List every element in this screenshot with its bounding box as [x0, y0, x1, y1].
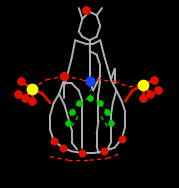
Point: [77, 102, 80, 105]
Point: [31, 100, 34, 103]
Point: [84, 8, 87, 11]
Point: [106, 110, 109, 113]
Point: [156, 89, 159, 92]
Point: [142, 83, 145, 86]
Point: [61, 146, 64, 149]
Point: [102, 150, 105, 153]
Point: [67, 121, 69, 124]
Point: [88, 96, 91, 99]
Point: [88, 80, 91, 83]
Point: [110, 121, 112, 124]
Point: [16, 92, 19, 96]
Point: [120, 137, 123, 140]
Point: [153, 78, 155, 81]
Point: [52, 139, 55, 142]
Point: [24, 96, 26, 99]
Point: [142, 96, 145, 99]
Point: [149, 92, 152, 96]
Point: [99, 102, 102, 105]
Point: [70, 110, 73, 113]
Point: [20, 80, 23, 83]
Point: [81, 152, 84, 155]
Point: [63, 75, 66, 78]
Point: [31, 87, 34, 90]
